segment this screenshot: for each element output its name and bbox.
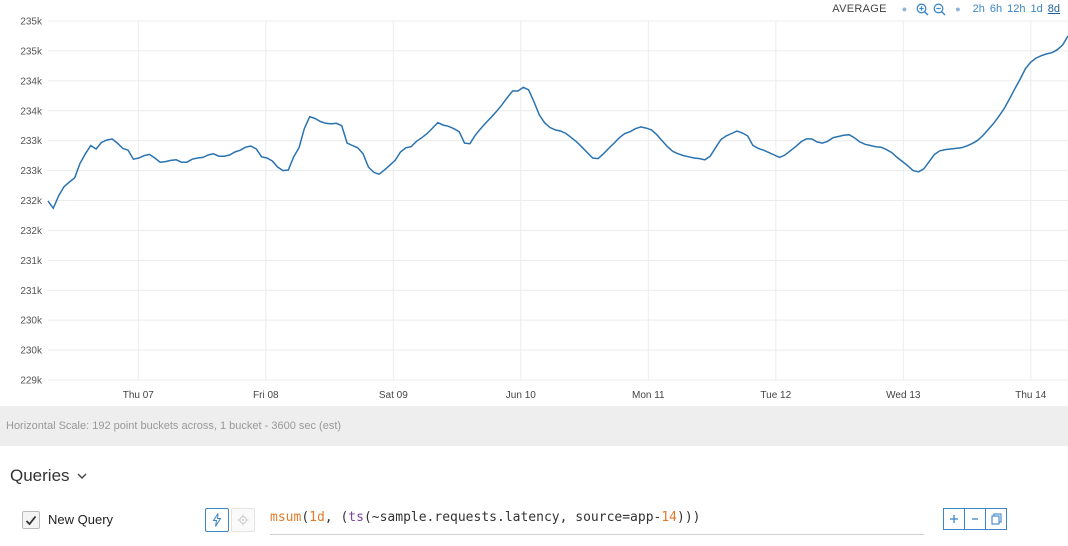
y-tick-label: 234k xyxy=(20,76,43,87)
separator-dot: ● xyxy=(901,4,908,14)
y-tick-label: 233k xyxy=(20,166,43,177)
range-12h[interactable]: 12h xyxy=(1007,3,1026,15)
plus-icon xyxy=(950,515,958,523)
lightning-bolt-icon[interactable] xyxy=(205,508,229,532)
chart-toolbar: AVERAGE ● ● 2h 6h 12h 1d 8d xyxy=(826,1,1060,17)
query-action-buttons xyxy=(943,508,1007,530)
x-tick-label: Mon 11 xyxy=(632,390,665,401)
expr-close: ))) xyxy=(677,510,701,525)
y-tick-label: 232k xyxy=(20,226,43,237)
y-tick-label: 231k xyxy=(20,256,43,267)
query-name[interactable]: New Query xyxy=(48,512,114,527)
zoom-out-icon[interactable] xyxy=(933,3,946,16)
range-2h[interactable]: 2h xyxy=(972,3,985,15)
y-tick-label: 230k xyxy=(20,316,43,327)
add-query-button[interactable] xyxy=(943,508,965,530)
x-tick-label: Wed 13 xyxy=(886,390,921,401)
y-tick-label: 235k xyxy=(20,46,43,57)
expr-source-number: 14 xyxy=(661,510,678,525)
line-chart[interactable]: 235k 235k 234k 234k 233k 233k 232k 232k 231k 231k… xyxy=(0,0,1068,406)
horizontal-scale-text: Horizontal Scale: 192 point buckets acro… xyxy=(6,420,342,432)
x-tick-label: Tue 12 xyxy=(760,390,791,401)
y-tick-label: 235k xyxy=(20,17,43,28)
aggregation-label[interactable]: AVERAGE xyxy=(832,3,887,15)
queries-title: Queries xyxy=(10,466,70,485)
expr-window: 1d xyxy=(309,510,325,525)
queries-heading[interactable]: Queries xyxy=(10,466,88,486)
minus-icon xyxy=(972,518,978,520)
series-line[interactable] xyxy=(47,35,1068,210)
expr-ts-function: ts xyxy=(348,510,364,525)
y-tick-label: 231k xyxy=(20,286,43,297)
separator-dot: ● xyxy=(955,4,961,14)
x-tick-label: Sat 09 xyxy=(379,390,408,401)
expr-args: (~sample.requests.latency, source=app- xyxy=(363,510,662,525)
x-tick-label: Thu 07 xyxy=(123,390,155,401)
query-enabled-checkbox[interactable] xyxy=(22,511,40,529)
y-tick-label: 232k xyxy=(20,196,43,207)
horizontal-scale-bar: Horizontal Scale: 192 point buckets acro… xyxy=(0,406,1068,446)
copy-icon xyxy=(990,513,1002,525)
y-tick-label: 229k xyxy=(20,376,43,387)
remove-query-button[interactable] xyxy=(964,508,986,530)
queries-section: Queries New Query msum(1d, (ts(~sample.r… xyxy=(0,446,1068,546)
copy-query-button[interactable] xyxy=(985,508,1007,530)
range-6h[interactable]: 6h xyxy=(989,3,1003,15)
chevron-down-icon[interactable] xyxy=(76,472,88,480)
zoom-in-icon[interactable] xyxy=(916,3,929,16)
x-tick-label: Fri 08 xyxy=(253,390,279,401)
expr-separator: , ( xyxy=(324,510,349,525)
y-tick-label: 234k xyxy=(20,106,43,117)
x-tick-label: Thu 14 xyxy=(1015,390,1047,401)
y-tick-label: 233k xyxy=(20,136,43,147)
query-expression-input[interactable]: msum(1d, (ts(~sample.requests.latency, s… xyxy=(270,510,924,535)
range-1d[interactable]: 1d xyxy=(1030,3,1043,15)
range-8d[interactable]: 8d xyxy=(1047,3,1060,15)
expr-open-paren: ( xyxy=(301,510,310,525)
expr-function: msum xyxy=(270,510,302,525)
gear-icon[interactable] xyxy=(231,508,255,532)
chart-area: 235k 235k 234k 234k 233k 233k 232k 232k 231k 231k… xyxy=(0,0,1068,406)
x-tick-label: Jun 10 xyxy=(506,390,536,401)
checkmark-icon xyxy=(25,515,37,525)
y-tick-label: 230k xyxy=(20,346,43,357)
query-row: New Query msum(1d, (ts(~sample.requests.… xyxy=(0,506,1068,536)
